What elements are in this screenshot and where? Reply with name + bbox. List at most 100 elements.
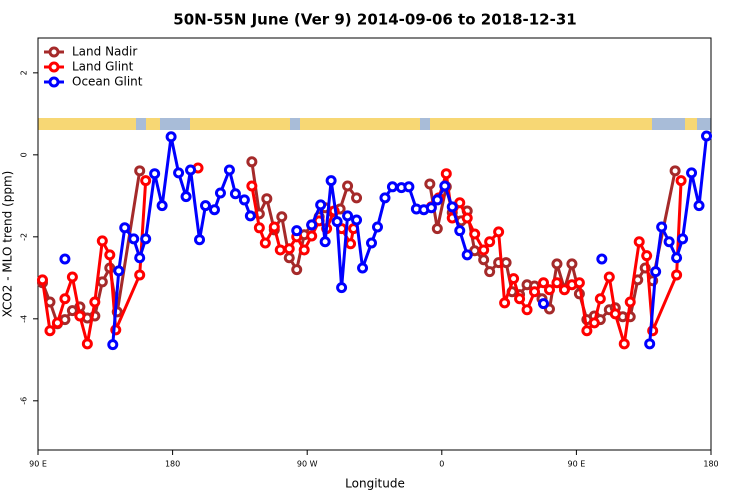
data-point: [371, 221, 383, 233]
x-tick-label: 90 E: [568, 460, 586, 469]
x-tick-label: 180: [703, 460, 718, 469]
data-point: [113, 265, 125, 277]
data-point: [342, 210, 354, 222]
y-tick-label: 0: [20, 152, 29, 157]
data-point: [119, 222, 131, 234]
data-point: [246, 180, 258, 192]
data-point: [336, 282, 348, 294]
data-point: [596, 253, 608, 265]
legend-label: Ocean Glint: [72, 75, 143, 89]
data-point: [675, 175, 687, 187]
data-point: [107, 339, 119, 351]
data-point: [140, 233, 152, 245]
data-point: [641, 250, 653, 262]
x-axis-label: Longitude: [345, 477, 405, 491]
y-tick-label: -4: [20, 315, 29, 323]
data-point: [238, 194, 250, 206]
data-point: [543, 284, 555, 296]
land-band: [190, 118, 290, 130]
data-point: [573, 277, 585, 289]
data-point: [315, 199, 327, 211]
data-point: [508, 273, 520, 285]
data-point: [386, 181, 398, 193]
land-ocean-strip: [38, 118, 711, 130]
land-band: [38, 118, 136, 130]
y-tick-label: 2: [20, 70, 29, 75]
data-point: [223, 164, 235, 176]
data-point: [81, 338, 93, 350]
data-point: [484, 236, 496, 248]
data-point: [283, 252, 295, 264]
data-point: [537, 298, 549, 310]
data-point: [469, 228, 481, 240]
data-point: [331, 216, 343, 228]
data-point: [633, 236, 645, 248]
data-point: [51, 317, 63, 329]
data-point: [581, 325, 593, 337]
data-point: [36, 274, 48, 286]
data-point: [701, 130, 713, 142]
data-point: [351, 192, 363, 204]
data-point: [594, 293, 606, 305]
data-point: [439, 180, 451, 192]
data-point: [96, 235, 108, 247]
data-point: [173, 167, 185, 179]
data-point: [259, 237, 271, 249]
data-point: [134, 252, 146, 264]
data-point: [96, 276, 108, 288]
data-point: [128, 233, 140, 245]
data-point: [229, 188, 241, 200]
data-point: [246, 156, 258, 168]
data-point: [274, 244, 286, 256]
data-point: [521, 304, 533, 316]
y-tick-label: -2: [20, 233, 29, 241]
data-point: [59, 253, 71, 265]
data-point: [208, 204, 220, 216]
data-point: [104, 249, 116, 261]
data-point: [618, 338, 630, 350]
legend-label: Land Nadir: [72, 45, 137, 59]
x-tick-label: 180: [165, 460, 180, 469]
data-point: [551, 258, 563, 270]
data-point: [214, 187, 226, 199]
data-point: [424, 178, 436, 190]
data-point: [149, 168, 161, 180]
data-point: [537, 277, 549, 289]
data-point: [59, 293, 71, 305]
data-point: [325, 175, 337, 187]
data-point: [345, 238, 357, 250]
data-point: [200, 200, 212, 212]
data-point: [283, 243, 295, 255]
data-point: [454, 225, 466, 237]
data-point: [484, 266, 496, 278]
data-point: [276, 211, 288, 223]
data-point: [440, 168, 452, 180]
data-point: [663, 236, 675, 248]
data-point: [134, 165, 146, 177]
data-point: [366, 237, 378, 249]
data-point: [298, 244, 310, 256]
data-point: [644, 338, 656, 350]
data-point: [342, 180, 354, 192]
plot-frame: [37, 37, 712, 451]
data-point: [180, 191, 192, 203]
data-point: [461, 249, 473, 261]
legend-marker: [48, 46, 60, 58]
data-point: [66, 271, 78, 283]
chart-title: 50N-55N June (Ver 9) 2014-09-06 to 2018-…: [173, 11, 576, 29]
data-point: [194, 234, 206, 246]
data-point: [261, 193, 273, 205]
data-point: [379, 192, 391, 204]
data-point: [44, 325, 56, 337]
land-band: [430, 118, 652, 130]
data-point: [693, 200, 705, 212]
data-point: [244, 210, 256, 222]
data-point: [493, 226, 505, 238]
data-point: [403, 181, 415, 193]
legend-marker: [48, 76, 60, 88]
data-point: [624, 296, 636, 308]
data-point: [656, 221, 668, 233]
data-point: [268, 221, 280, 233]
